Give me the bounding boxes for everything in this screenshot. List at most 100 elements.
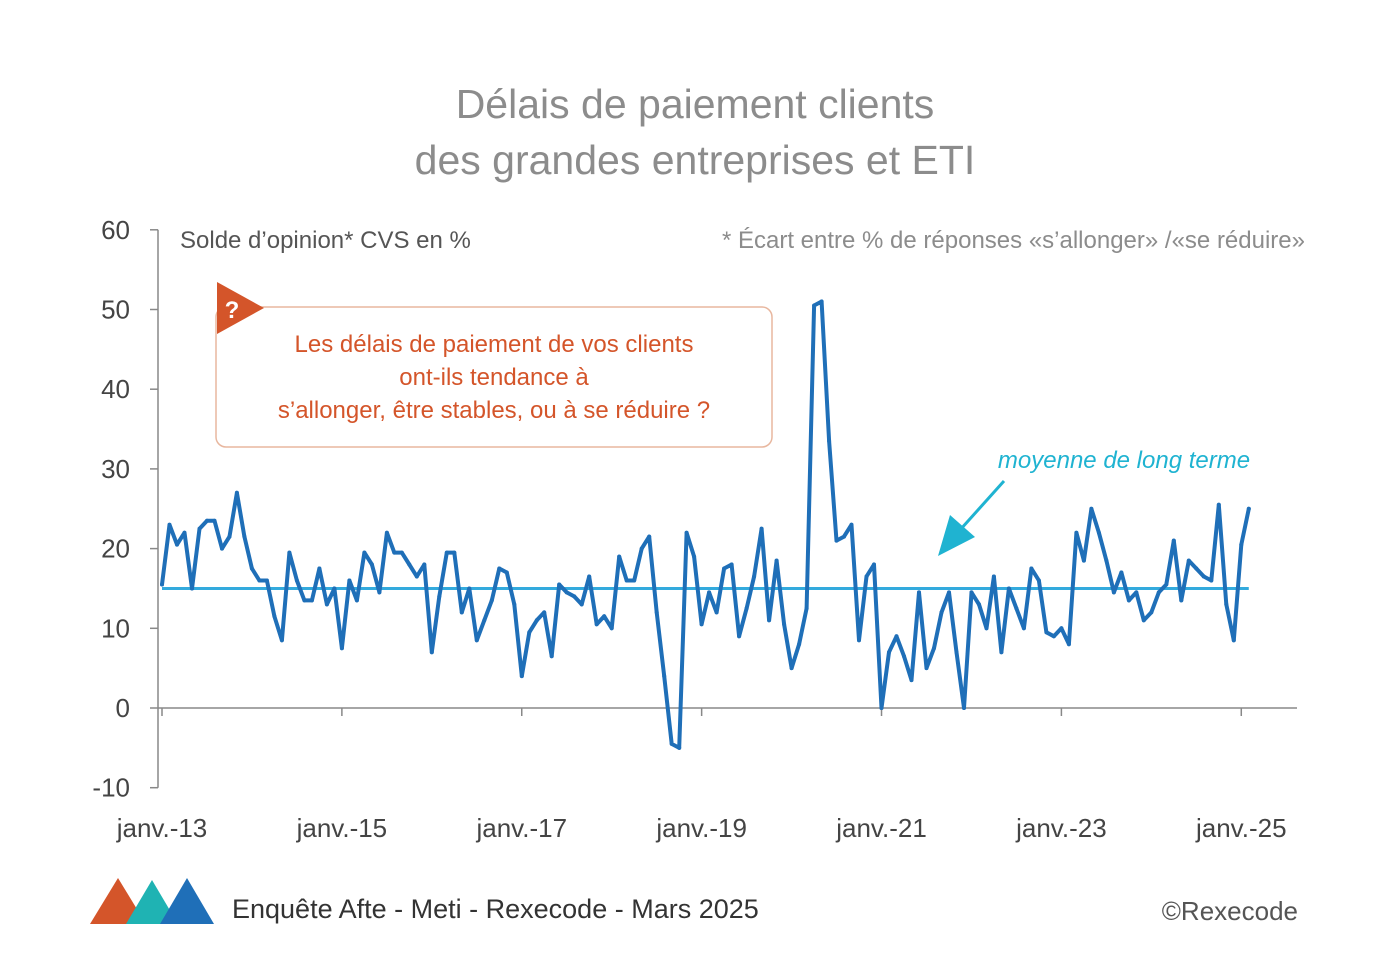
data-point [519,674,524,679]
data-point [699,622,704,627]
data-point [1104,558,1109,563]
data-point [827,439,832,443]
y-tick-label: 60 [101,215,130,245]
data-point [887,650,891,655]
x-axis-tick-labels: janv.-13 janv.-15 janv.-17 janv.-19 janv.-21… [116,813,1287,843]
subtitle-right: * Écart entre % de réponses «s’allonger»… [722,227,1305,254]
data-point [917,590,921,595]
data-point [1021,626,1026,631]
data-point [220,546,224,551]
data-point [1194,566,1199,571]
question-box-frame [215,306,773,448]
data-point [714,610,719,615]
data-point [677,745,682,750]
data-point [272,614,277,619]
x-tick-label: janv.-13 [116,813,208,843]
data-point [924,666,929,671]
data-point [489,598,494,603]
data-point [894,634,899,639]
data-point [429,650,434,655]
data-point [647,534,652,539]
average-annotation-arrow [938,479,1006,556]
question-line-2: ont-ils tendance à [399,364,589,391]
data-point [654,610,659,615]
data-point [587,574,592,579]
data-point [279,638,284,643]
data-point [1201,574,1206,579]
data-point [1246,506,1251,511]
data-point [167,522,172,527]
data-point [797,642,802,647]
y-tick-label: 50 [101,295,130,325]
data-point [384,530,389,535]
data-point [197,526,202,531]
data-point [602,614,607,619]
subtitle-left: Solde d’opinion* CVS en % [180,227,471,254]
data-point [1111,590,1116,595]
data-point [1171,538,1176,543]
footer-copyright: ©Rexecode [1161,896,1298,926]
data-point [879,706,884,710]
average-annotation-label: moyenne de long terme [998,447,1250,474]
x-tick-label: janv.-19 [655,813,747,843]
data-point [1096,530,1101,535]
data-point [684,530,689,535]
data-point [1216,502,1221,507]
data-point [1036,578,1041,583]
data-point [954,650,959,655]
y-axis-tick-labels: -10 0 10 20 30 40 50 60 [92,215,130,803]
x-tick-label: janv.-21 [835,813,927,843]
data-point [834,538,839,543]
data-point [257,578,262,583]
data-point [1081,558,1086,563]
data-point [939,610,944,615]
data-point [789,666,794,671]
data-point [1149,610,1154,615]
data-point [339,646,344,651]
rexecode-logo [90,878,214,924]
data-point [752,574,757,579]
x-tick-label: janv.-15 [296,813,388,843]
series-points [160,299,1251,750]
data-point [512,602,517,607]
data-point [1179,598,1184,603]
data-point [264,578,269,583]
data-point [729,562,734,567]
data-point [909,678,914,683]
question-line-3: s’allonger, être stables, ou à se réduir… [278,397,710,424]
data-point [482,618,487,623]
question-line-1: Les délais de paiement de vos clients [295,331,694,358]
data-point [864,574,869,579]
data-point [332,586,337,591]
data-point [977,602,981,607]
data-point [639,546,644,551]
data-point [632,578,637,583]
data-point [1119,570,1124,575]
data-point [932,646,936,651]
data-point [377,590,382,595]
data-point [1141,618,1146,623]
data-point [969,590,974,595]
data-point [564,590,569,595]
data-point [782,622,787,627]
data-point [414,574,419,579]
data-point [1014,606,1019,611]
chart-title-line-2: des grandes entreprises et ETI [414,137,976,183]
data-point [991,574,996,579]
data-point [609,626,614,631]
y-tick-label: -10 [92,773,130,803]
chart-title: Délais de paiement clients des grandes e… [0,76,1390,188]
data-point [572,594,577,599]
data-point [804,606,809,611]
question-mark-icon: ? [225,297,240,324]
data-point [707,590,712,595]
data-point [347,578,352,583]
data-point [317,566,322,571]
data-point [722,566,727,571]
data-point [662,674,667,679]
data-point [1209,578,1214,583]
data-point [549,654,554,659]
data-point [617,554,622,559]
question-box: ? Les délais de paiement de vos clients … [215,282,773,448]
data-point [999,650,1004,655]
